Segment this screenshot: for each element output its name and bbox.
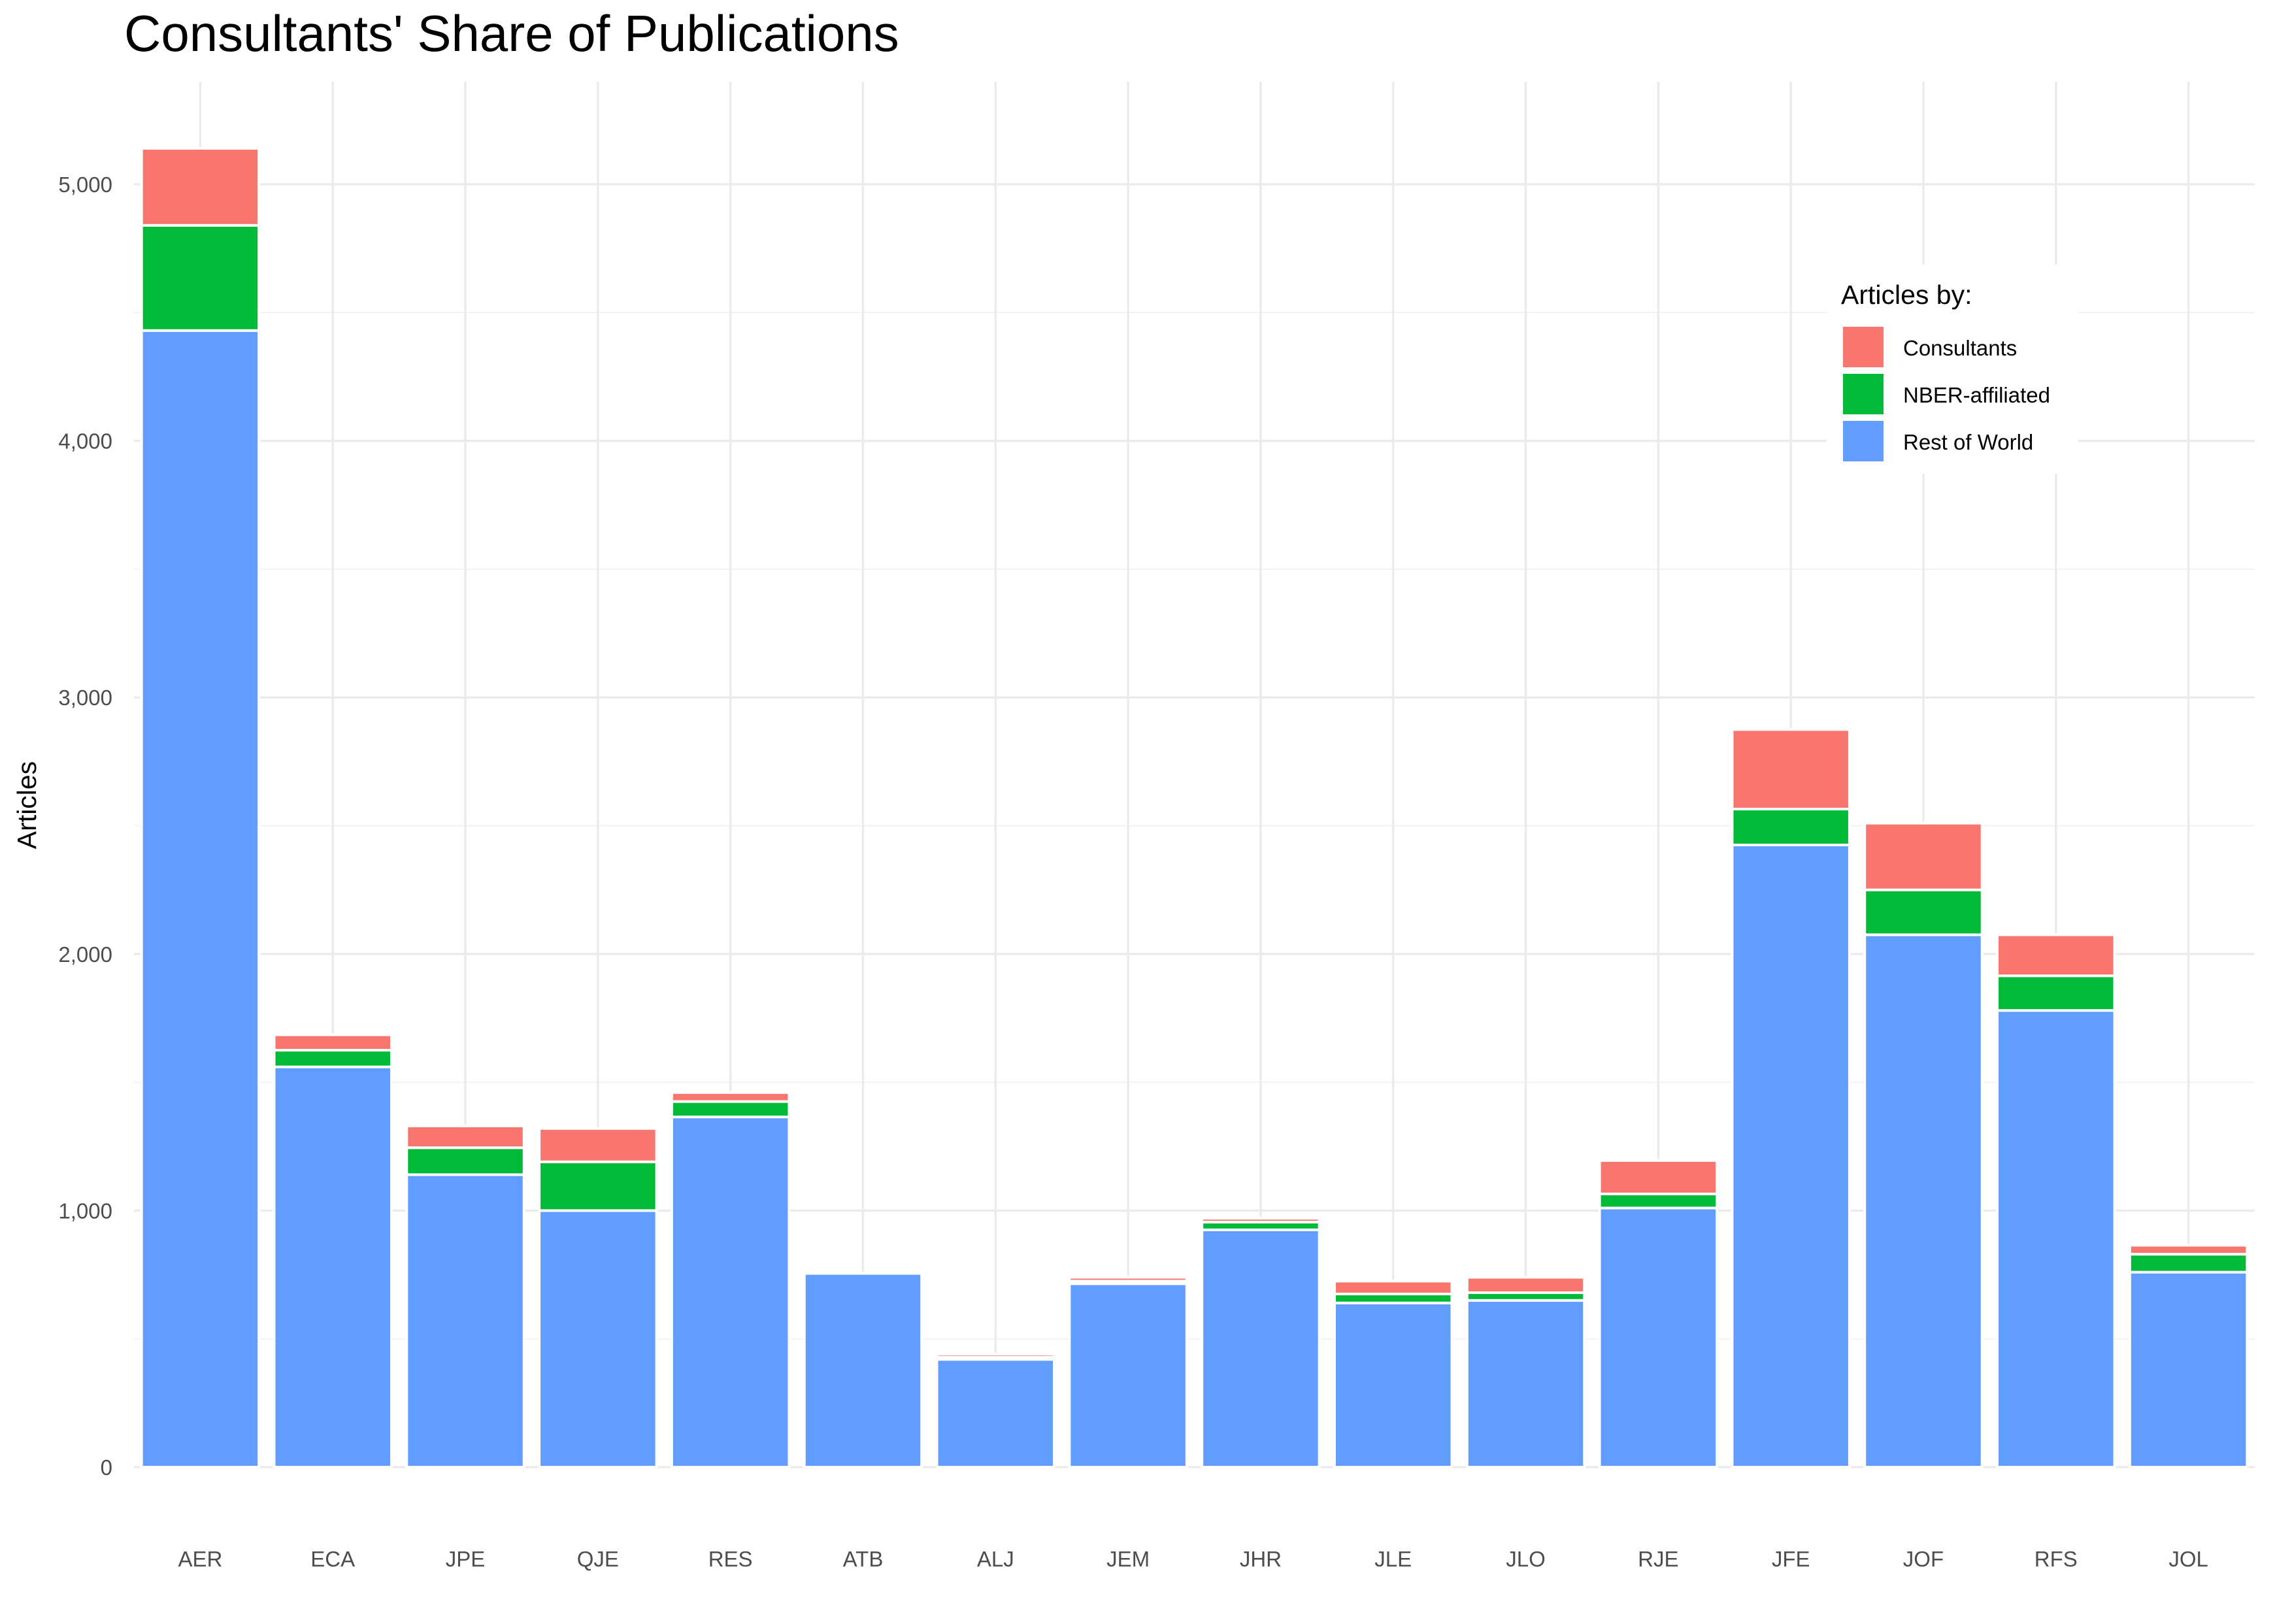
bar-qje-nber-affiliated [538,1160,658,1212]
x-tick-label: QJE [577,1547,619,1571]
bar-aer-nber-affiliated [140,224,261,332]
y-tick-label: 4,000 [58,429,112,454]
x-tick-label: ALJ [977,1547,1014,1571]
y-tick-label: 1,000 [58,1199,112,1223]
bar-jhr-rest-of-world [1201,1228,1321,1468]
bar-jle-nber-affiliated [1333,1292,1453,1304]
bar-jem-consultants [1068,1276,1188,1283]
x-tick-label: JOF [1903,1547,1944,1571]
x-tick-label: AER [178,1547,222,1571]
x-tick-label: RES [708,1547,753,1571]
x-tick-label: JLO [1506,1547,1546,1571]
bar-jle-consultants [1333,1280,1453,1295]
bar-res-consultants [670,1091,791,1103]
x-tick-label: JEM [1106,1547,1150,1571]
x-tick-label: JOL [2168,1547,2208,1571]
bar-rje-rest-of-world [1598,1206,1719,1468]
bar-jlo-consultants [1465,1276,1586,1295]
x-tick-label: JLE [1374,1547,1412,1571]
bar-jle-rest-of-world [1333,1301,1453,1468]
bar-jof-nber-affiliated [1863,888,1984,936]
bar-jhr-consultants [1201,1217,1321,1224]
bar-jol-rest-of-world [2128,1270,2249,1469]
bar-jfe-nber-affiliated [1731,807,1851,846]
x-tick-label: JHR [1240,1547,1282,1571]
bar-jlo-rest-of-world [1465,1299,1586,1469]
bar-jpe-nber-affiliated [405,1146,525,1176]
bar-alj-consultants [935,1353,1056,1359]
legend: Articles by: Consultants NBER-affiliated R… [1827,265,2078,474]
bar-eca-consultants [273,1033,393,1052]
bar-jfe-consultants [1731,728,1851,810]
legend-label: Rest of World [1903,430,2033,454]
bar-jol-consultants [2128,1244,2249,1256]
x-tick-label: ECA [310,1547,355,1571]
y-tick-label: 3,000 [58,686,112,710]
legend-swatch [1843,327,1884,367]
x-tick-label: JFE [1772,1547,1810,1571]
x-tick-label: RJE [1638,1547,1678,1571]
bar-rfs-rest-of-world [1996,1009,2116,1468]
legend-items: Consultants NBER-affiliated Rest of World [1843,327,2050,461]
bar-qje-rest-of-world [538,1209,658,1469]
bar-aer-rest-of-world [140,329,261,1469]
x-tick-label: JPE [446,1547,486,1571]
bar-rfs-consultants [1996,933,2116,978]
bar-jof-consultants [1863,821,1984,891]
bar-res-nber-affiliated [670,1100,791,1119]
bar-rje-nber-affiliated [1598,1192,1719,1210]
bar-qje-consultants [538,1127,658,1163]
y-tick-label: 2,000 [58,942,112,967]
bar-eca-nber-affiliated [273,1049,393,1069]
legend-swatch [1843,374,1884,414]
x-tick-label: ATB [843,1547,884,1571]
bar-res-rest-of-world [670,1116,791,1468]
bar-jfe-rest-of-world [1731,843,1851,1468]
legend-label: Consultants [1903,336,2017,360]
bar-eca-rest-of-world [273,1065,393,1468]
bar-aer-consultants [140,147,261,227]
bar-jol-nber-affiliated [2128,1253,2249,1274]
y-axis-label: Articles [12,761,42,849]
bar-alj-rest-of-world [935,1358,1056,1468]
axes: 0 1,000 2,000 3,000 4,000 5,000 AER ECA JPE QJE RE… [58,173,2208,1571]
bars [140,147,2249,1469]
bar-rfs-nber-affiliated [1996,974,2116,1012]
y-tick-label: 5,000 [58,173,112,197]
legend-label: NBER-affiliated [1903,383,2050,407]
legend-swatch [1843,421,1884,461]
bar-jem-rest-of-world [1068,1282,1188,1469]
y-tick-label: 0 [101,1455,112,1480]
bar-jpe-rest-of-world [405,1173,525,1469]
bar-atb-rest-of-world [803,1272,923,1469]
bar-jof-rest-of-world [1863,933,1984,1468]
chart-title: Consultants' Share of Publications [124,5,899,62]
x-tick-label: RFS [2035,1547,2078,1571]
bar-jpe-consultants [405,1124,525,1150]
legend-title: Articles by: [1841,280,1972,310]
bar-rje-consultants [1598,1159,1719,1195]
